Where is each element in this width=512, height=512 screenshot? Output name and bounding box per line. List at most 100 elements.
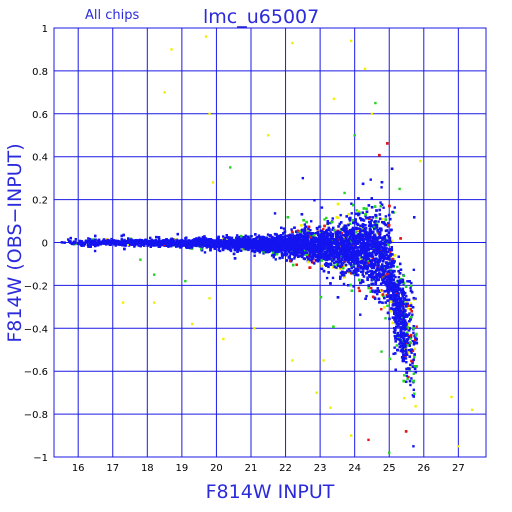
data-point	[380, 289, 383, 292]
data-point	[272, 255, 275, 259]
data-point	[254, 233, 257, 236]
data-point	[356, 238, 359, 241]
data-point	[233, 257, 237, 260]
data-point	[384, 317, 387, 320]
data-point	[243, 237, 246, 240]
data-points	[60, 35, 474, 454]
data-point	[295, 263, 298, 266]
data-point	[320, 259, 323, 262]
data-point	[367, 216, 370, 219]
data-point	[410, 377, 413, 380]
data-point	[390, 228, 393, 232]
data-point	[369, 178, 372, 181]
data-point	[359, 313, 362, 316]
data-point	[307, 260, 310, 264]
data-point	[249, 246, 252, 249]
data-point	[222, 235, 225, 238]
data-point	[323, 224, 326, 228]
data-point	[401, 280, 405, 284]
data-point	[171, 238, 175, 241]
data-point	[275, 233, 278, 236]
data-point	[409, 286, 412, 290]
data-point	[226, 236, 229, 239]
data-point	[256, 247, 259, 250]
data-point	[334, 242, 337, 245]
data-point	[312, 262, 316, 265]
data-point	[393, 346, 396, 349]
data-point	[413, 356, 416, 359]
data-point	[304, 249, 307, 253]
data-point	[355, 273, 358, 277]
data-point	[369, 290, 372, 293]
data-point	[72, 241, 76, 245]
data-point	[415, 341, 419, 345]
data-point	[408, 280, 411, 283]
data-point	[414, 370, 418, 374]
data-point	[197, 238, 200, 241]
data-point	[401, 295, 404, 298]
data-point	[204, 237, 207, 241]
data-point	[322, 269, 326, 273]
data-point	[350, 202, 353, 205]
data-point	[352, 265, 355, 268]
data-point	[347, 252, 351, 255]
data-point	[308, 236, 312, 239]
data-point	[391, 300, 394, 304]
data-point	[361, 223, 365, 226]
data-point	[387, 222, 390, 225]
data-point	[105, 238, 108, 241]
data-point	[364, 213, 367, 216]
data-point	[273, 212, 277, 215]
data-point	[273, 250, 277, 254]
data-point	[394, 337, 397, 340]
data-point	[380, 186, 383, 189]
data-point	[373, 205, 377, 208]
data-point	[307, 257, 310, 260]
data-point	[402, 355, 406, 358]
data-point	[320, 267, 324, 270]
data-point	[322, 228, 325, 231]
data-point	[305, 225, 308, 228]
data-point	[114, 244, 117, 247]
data-point	[365, 294, 368, 298]
data-point	[286, 216, 290, 219]
data-point	[413, 216, 416, 219]
data-point	[217, 235, 220, 239]
data-point	[265, 236, 268, 239]
data-point	[390, 246, 394, 249]
data-point	[393, 334, 396, 338]
data-point	[404, 341, 408, 345]
data-point	[283, 230, 287, 233]
data-point	[379, 205, 382, 208]
data-point	[339, 275, 342, 279]
data-point	[395, 344, 399, 347]
data-point	[359, 217, 363, 220]
data-point	[413, 338, 417, 342]
data-point	[369, 221, 372, 224]
data-point	[288, 259, 292, 263]
data-point	[410, 291, 414, 294]
data-point	[312, 234, 315, 237]
data-point	[256, 236, 259, 239]
data-point	[285, 259, 288, 262]
data-point	[165, 238, 168, 241]
data-point	[352, 203, 355, 207]
data-point	[174, 237, 177, 241]
data-point	[87, 245, 90, 248]
data-point	[395, 322, 399, 326]
data-point	[350, 237, 353, 241]
data-point	[229, 248, 232, 252]
data-point	[283, 235, 287, 238]
data-point	[251, 249, 254, 253]
data-point	[339, 255, 343, 258]
data-point	[93, 249, 97, 253]
data-point	[410, 359, 413, 363]
data-point	[379, 201, 382, 204]
data-point	[339, 277, 342, 280]
data-point	[242, 247, 246, 251]
data-point	[380, 273, 383, 276]
data-point	[301, 228, 304, 232]
data-point	[375, 209, 378, 212]
data-point	[369, 216, 372, 219]
data-point	[379, 240, 383, 243]
